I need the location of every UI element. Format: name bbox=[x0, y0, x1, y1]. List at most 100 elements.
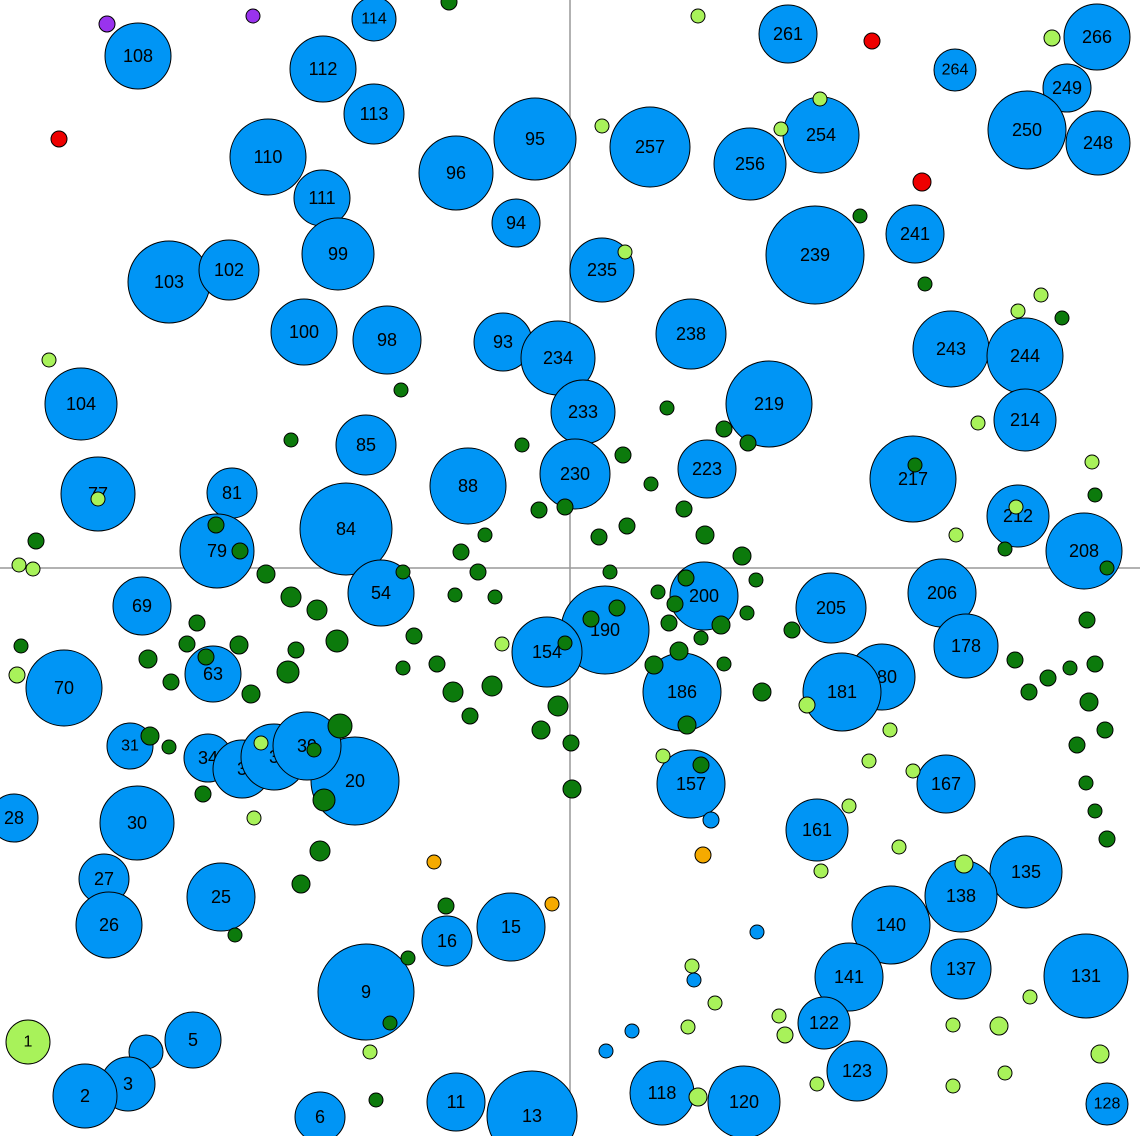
bubble bbox=[945, 1017, 961, 1033]
bubble-label: 94 bbox=[506, 213, 526, 233]
data-point bbox=[27, 532, 45, 550]
data-point bbox=[1062, 660, 1078, 676]
data-point-230: 230 bbox=[539, 438, 611, 510]
data-point-2: 2 bbox=[52, 1063, 118, 1129]
data-point-122: 122 bbox=[797, 996, 851, 1050]
bubble bbox=[1068, 736, 1086, 754]
data-point-98: 98 bbox=[352, 305, 422, 375]
bubble-label: 2 bbox=[80, 1086, 90, 1106]
bubble bbox=[912, 172, 932, 192]
data-point bbox=[891, 839, 907, 855]
bubble-label: 96 bbox=[446, 163, 466, 183]
data-point bbox=[617, 244, 633, 260]
bubble-label: 141 bbox=[834, 967, 864, 987]
bubble-label: 161 bbox=[802, 820, 832, 840]
data-point-205: 205 bbox=[795, 572, 867, 644]
data-point-112: 112 bbox=[289, 35, 357, 103]
data-point bbox=[283, 432, 299, 448]
data-point bbox=[716, 656, 732, 672]
data-point bbox=[809, 1076, 825, 1092]
bubble bbox=[758, 4, 818, 64]
bubble bbox=[660, 614, 678, 632]
bubble bbox=[539, 438, 611, 510]
bubble bbox=[1079, 692, 1099, 712]
bubble bbox=[954, 854, 974, 874]
data-point bbox=[50, 130, 68, 148]
data-point bbox=[400, 950, 416, 966]
bubble-label: 217 bbox=[898, 469, 928, 489]
bubble bbox=[765, 205, 865, 305]
data-point-137: 137 bbox=[930, 938, 992, 1000]
data-point bbox=[614, 446, 632, 464]
data-point bbox=[1087, 487, 1103, 503]
bubble bbox=[659, 400, 675, 416]
bubble bbox=[852, 208, 868, 224]
bubble bbox=[669, 641, 689, 661]
bubble bbox=[477, 527, 493, 543]
bubble-label: 79 bbox=[207, 541, 227, 561]
bubble bbox=[25, 649, 103, 727]
bubble-label: 128 bbox=[1094, 1096, 1121, 1113]
bubble-label: 206 bbox=[927, 583, 957, 603]
bubble-label: 178 bbox=[951, 636, 981, 656]
data-point bbox=[494, 636, 510, 652]
data-point bbox=[1078, 775, 1094, 791]
bubble bbox=[382, 1015, 398, 1031]
bubble bbox=[11, 557, 27, 573]
data-point-249: 249 bbox=[1042, 63, 1092, 113]
bubble bbox=[227, 927, 243, 943]
bubble bbox=[677, 439, 737, 499]
bubble bbox=[514, 437, 530, 453]
bubble-label: 27 bbox=[94, 869, 114, 889]
data-point bbox=[557, 635, 573, 651]
bubble bbox=[188, 614, 206, 632]
bubble-label: 238 bbox=[676, 324, 706, 344]
bubble-label: 104 bbox=[66, 394, 96, 414]
bubble bbox=[253, 735, 269, 751]
bubble bbox=[677, 715, 697, 735]
bubble bbox=[1043, 29, 1061, 47]
data-point bbox=[677, 569, 695, 587]
bubble bbox=[5, 1019, 51, 1065]
bubble bbox=[905, 763, 921, 779]
data-point bbox=[395, 660, 411, 676]
bubble-label: 88 bbox=[458, 476, 478, 496]
bubble-label: 235 bbox=[587, 260, 617, 280]
bubble bbox=[841, 798, 857, 814]
data-point bbox=[1043, 29, 1061, 47]
data-point bbox=[362, 1044, 378, 1060]
bubble bbox=[562, 734, 580, 752]
data-point bbox=[644, 655, 664, 675]
bubble-label: 108 bbox=[123, 46, 153, 66]
bubble bbox=[1022, 989, 1038, 1005]
bubble bbox=[916, 754, 976, 814]
bubble bbox=[608, 599, 626, 617]
data-point bbox=[669, 641, 689, 661]
bubble bbox=[785, 798, 849, 862]
bubble bbox=[197, 648, 215, 666]
data-point-243: 243 bbox=[912, 310, 990, 388]
bubble-label: 248 bbox=[1083, 133, 1113, 153]
bubble bbox=[352, 305, 422, 375]
data-point-70: 70 bbox=[25, 649, 103, 727]
bubble bbox=[283, 432, 299, 448]
bubble bbox=[1054, 310, 1070, 326]
data-point bbox=[907, 457, 923, 473]
data-point-186: 186 bbox=[642, 652, 722, 732]
data-point bbox=[1099, 560, 1115, 576]
bubble bbox=[41, 352, 57, 368]
data-point bbox=[514, 437, 530, 453]
bubble bbox=[27, 532, 45, 550]
bubble bbox=[644, 655, 664, 675]
data-point-79: 79 bbox=[179, 513, 255, 589]
bubble-label: 123 bbox=[842, 1061, 872, 1081]
data-point bbox=[608, 599, 626, 617]
bubble-label: 13 bbox=[522, 1106, 542, 1126]
data-point-15: 15 bbox=[476, 892, 546, 962]
bubble-label: 102 bbox=[214, 260, 244, 280]
bubble bbox=[280, 586, 302, 608]
bubble bbox=[686, 972, 702, 988]
data-point bbox=[702, 811, 720, 829]
bubble bbox=[198, 239, 260, 301]
